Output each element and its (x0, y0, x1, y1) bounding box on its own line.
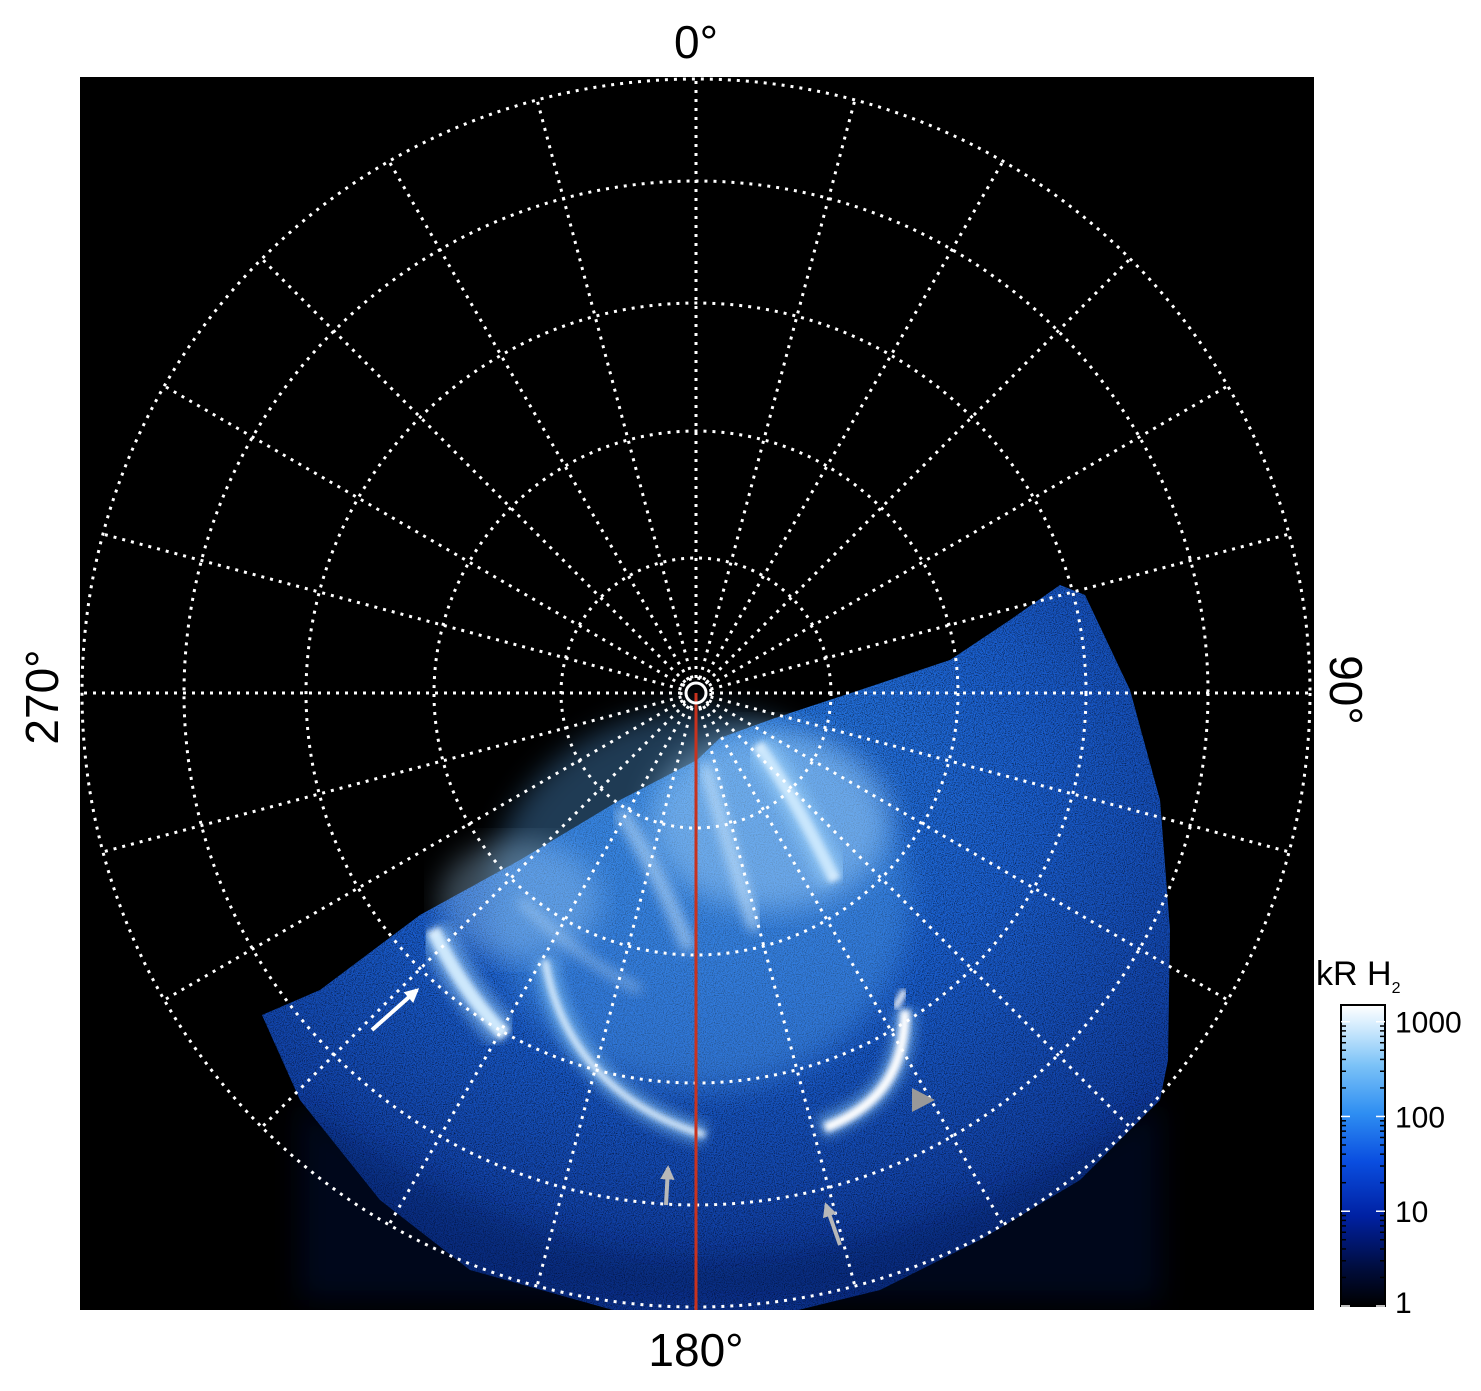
meridian-line (698, 707, 857, 1287)
meridian-line (710, 695, 1290, 854)
label-180-deg: 180° (648, 1324, 743, 1376)
meridian-line (102, 695, 682, 854)
meridian-line (387, 160, 690, 681)
grey-arrow-bottom-right (823, 1202, 842, 1246)
auroral-image (80, 77, 1312, 1310)
colorbar-gradient (1340, 1004, 1386, 1307)
colorbar-tick-label: 1 (1395, 1287, 1412, 1320)
meridian-line (705, 702, 1132, 1129)
colorbar: kR H2 1000 100 10 1 (1316, 955, 1462, 1320)
meridian-line (387, 705, 690, 1226)
meridian-line (163, 384, 684, 687)
meridian-line (260, 702, 687, 1129)
meridian-line (705, 257, 1132, 684)
colorbar-title: kR H2 (1316, 955, 1401, 997)
latitude-circle (432, 429, 960, 957)
meridian-line (710, 532, 1290, 691)
colorbar-ticks: 1000 100 10 1 (1341, 1007, 1462, 1320)
meridian-line (708, 384, 1229, 687)
colorbar-tick-label: 1000 (1395, 1007, 1462, 1040)
meridian-line (535, 99, 694, 679)
colorbar-tick-label: 10 (1395, 1196, 1428, 1229)
grey-arrow-bottom-left (660, 1165, 675, 1206)
white-arrow (370, 988, 420, 1032)
meridian-line (708, 699, 1229, 1002)
label-270-deg: 270° (16, 649, 68, 744)
grey-arrowhead-right (912, 1088, 935, 1112)
colorbar-tick-label: 100 (1395, 1101, 1445, 1134)
meridian-line (702, 160, 1005, 681)
label-90-deg: 90° (1320, 655, 1372, 725)
bright-arc-center (700, 763, 760, 932)
meridian-line (260, 257, 687, 684)
meridian-line (163, 699, 684, 1002)
main-oval (541, 959, 706, 1139)
longitude-grid (82, 79, 1310, 1307)
pole-marker (684, 681, 708, 705)
main-oval-dawn (823, 1009, 910, 1133)
label-0-deg: 0° (674, 16, 718, 68)
meridian-line (102, 532, 682, 691)
meridian-line (535, 707, 694, 1287)
meridian-line (702, 705, 1005, 1226)
meridian-line (698, 99, 857, 679)
